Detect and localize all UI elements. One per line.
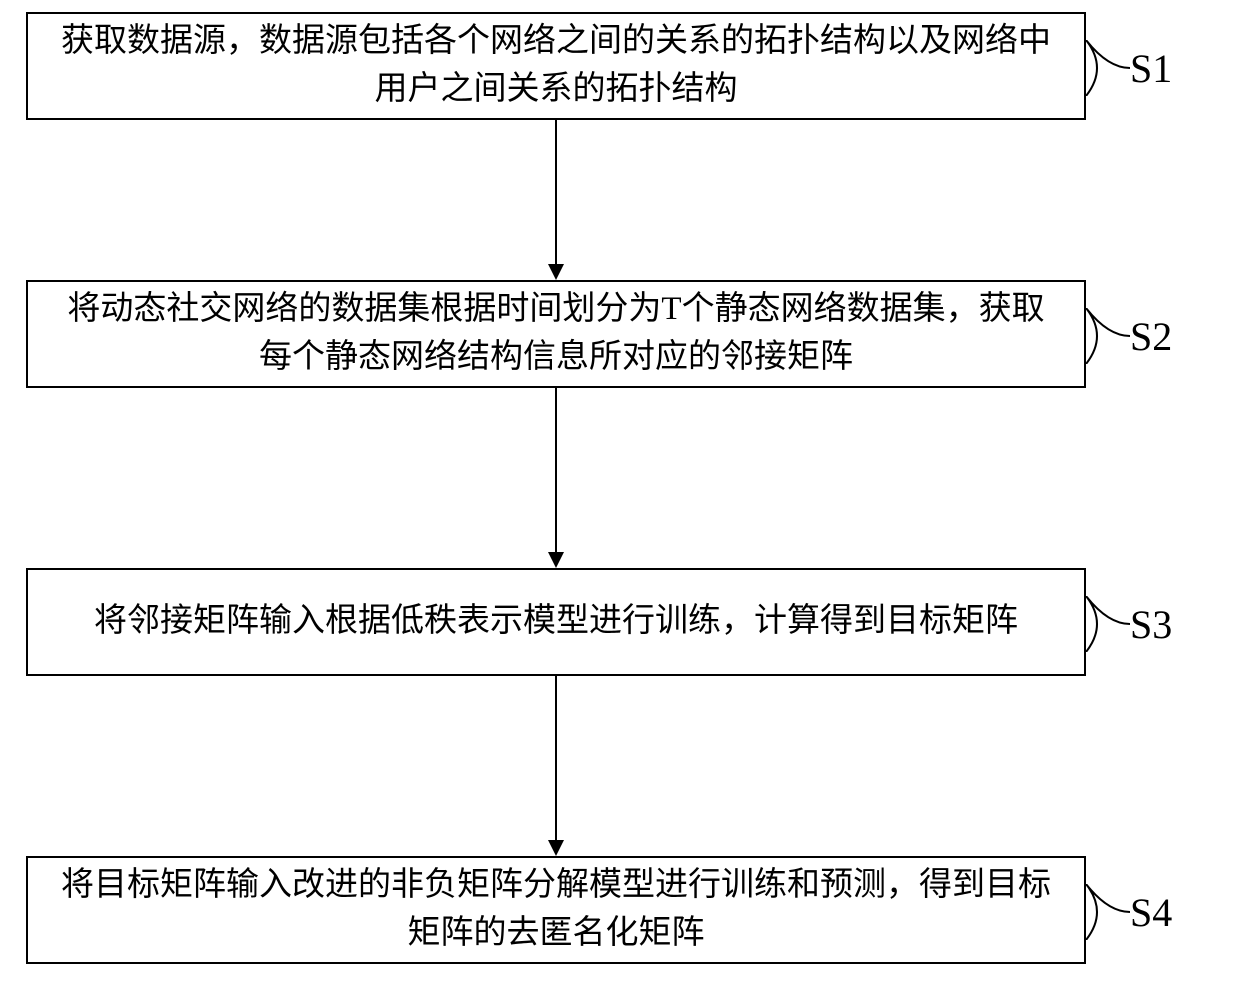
edge-s3-s4-head: [548, 840, 564, 856]
edge-s2-s3: [555, 388, 557, 552]
flowchart-container: 获取数据源，数据源包括各个网络之间的关系的拓扑结构以及网络中用户之间关系的拓扑结…: [0, 0, 1239, 1003]
leader-curve-s4: [1086, 884, 1130, 940]
node-label-s3: S3: [1130, 601, 1172, 648]
node-label-s2: S2: [1130, 313, 1172, 360]
flow-node-s3: 将邻接矩阵输入根据低秩表示模型进行训练，计算得到目标矩阵: [26, 568, 1086, 676]
edge-s3-s4: [555, 676, 557, 840]
edge-s1-s2-head: [548, 264, 564, 280]
node-label-s1: S1: [1130, 45, 1172, 92]
leader-curve-s1: [1086, 40, 1130, 96]
node-text: 将目标矩阵输入改进的非负矩阵分解模型进行训练和预测，得到目标矩阵的去匿名化矩阵: [52, 862, 1060, 958]
node-text: 将邻接矩阵输入根据低秩表示模型进行训练，计算得到目标矩阵: [94, 598, 1018, 646]
node-text: 获取数据源，数据源包括各个网络之间的关系的拓扑结构以及网络中用户之间关系的拓扑结…: [52, 18, 1060, 114]
flow-node-s2: 将动态社交网络的数据集根据时间划分为T个静态网络数据集，获取每个静态网络结构信息…: [26, 280, 1086, 388]
node-text: 将动态社交网络的数据集根据时间划分为T个静态网络数据集，获取每个静态网络结构信息…: [52, 286, 1060, 382]
flow-node-s1: 获取数据源，数据源包括各个网络之间的关系的拓扑结构以及网络中用户之间关系的拓扑结…: [26, 12, 1086, 120]
edge-s2-s3-head: [548, 552, 564, 568]
leader-curve-s2: [1086, 308, 1130, 364]
edge-s1-s2: [555, 120, 557, 264]
leader-curve-s3: [1086, 596, 1130, 652]
flow-node-s4: 将目标矩阵输入改进的非负矩阵分解模型进行训练和预测，得到目标矩阵的去匿名化矩阵: [26, 856, 1086, 964]
node-label-s4: S4: [1130, 889, 1172, 936]
